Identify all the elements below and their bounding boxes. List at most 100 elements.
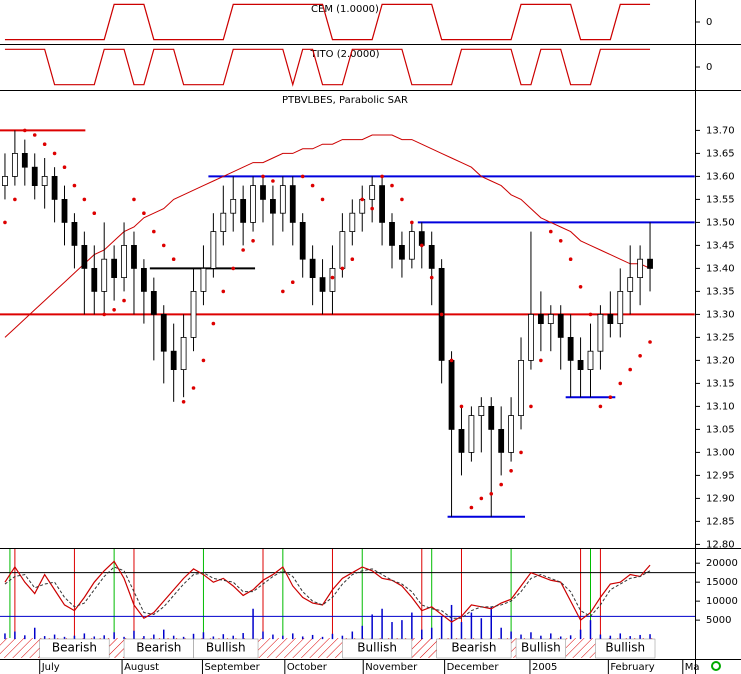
volume-bar: [113, 632, 115, 640]
sar-dot: [588, 312, 593, 317]
candle-body: [11, 152, 18, 177]
sar-dot: [112, 308, 116, 312]
x-tick-label: October: [287, 662, 328, 673]
x-tick-label: Ma: [685, 662, 700, 673]
sar-dot: [370, 206, 374, 211]
y-tick-label: 13.15: [706, 378, 735, 389]
sar-dot: [429, 275, 434, 280]
candle-body: [478, 405, 485, 416]
volume-bar: [212, 636, 215, 640]
y-tick-label: 13.20: [706, 355, 735, 366]
candle-body: [369, 185, 376, 200]
sar-dot: [410, 220, 414, 225]
sar-dot: [499, 482, 503, 487]
candle-body: [637, 258, 644, 279]
x-tick-label: 2005: [532, 662, 557, 673]
candle-body: [2, 175, 8, 186]
volume-bar: [163, 629, 165, 640]
plot-area: CEM (1.0000) TITO (2.0000) PTBVLBES, Parab…: [0, 3, 695, 659]
sar-dot: [310, 183, 315, 188]
volume-bar: [619, 633, 622, 640]
sar-dot: [539, 358, 543, 363]
candle-body: [458, 428, 465, 453]
regime-box: [342, 638, 413, 659]
sar-dot: [271, 179, 275, 183]
candle-body: [170, 350, 177, 371]
candle-body: [289, 185, 296, 223]
x-tick-label: July: [41, 662, 60, 673]
y-tick-label: 5000: [706, 615, 731, 626]
sar-dot: [598, 404, 603, 409]
sar-dot: [300, 174, 305, 179]
candle-body: [617, 290, 624, 324]
volume-bar: [133, 630, 135, 640]
candle-body: [418, 231, 425, 246]
sar-dot: [13, 197, 17, 202]
volume-bar: [569, 635, 572, 640]
sar-dot: [32, 133, 37, 137]
candle-body: [230, 198, 237, 214]
volume-bar: [172, 635, 175, 640]
moving-average: [4, 134, 651, 338]
y-tick-label: 13.30: [706, 309, 735, 320]
volume-bar: [550, 633, 552, 640]
sar-dot: [360, 197, 365, 202]
sar-dot: [161, 243, 166, 248]
regime-label: Bullish: [206, 641, 246, 655]
chart-title: PTBVLBES, Parabolic SAR: [282, 95, 408, 106]
sar-dot: [638, 354, 642, 358]
candle-body: [71, 221, 78, 246]
candle-body: [240, 198, 247, 223]
candle-body: [250, 185, 256, 223]
volume-bar: [192, 633, 195, 640]
y-tick-label: 12.85: [706, 516, 735, 527]
volume-bar: [202, 632, 205, 640]
x-tick-label: September: [204, 662, 260, 673]
volume-bar: [222, 634, 225, 640]
sar-dot: [231, 266, 236, 271]
volume-bar: [24, 635, 26, 640]
candle-body: [81, 244, 88, 269]
indicator-line: [4, 3, 651, 41]
candle-body: [319, 277, 326, 292]
y-tick-label: 10000: [706, 596, 738, 607]
candle-body: [567, 336, 574, 361]
volume-bar: [63, 636, 66, 640]
sar-dot: [3, 220, 7, 225]
axes: 0 0 12.80 12.85 12.90 12.95 13.00 13.05 13.10 13.…: [39, 17, 738, 674]
volume-bar: [351, 631, 354, 640]
sar-dot: [419, 243, 424, 248]
volume-bar: [490, 606, 492, 640]
y-tick-label: 13.25: [706, 332, 735, 343]
y-tick-label: 15000: [706, 577, 738, 588]
volume-bar: [262, 631, 264, 640]
sar-dot: [281, 289, 285, 294]
candle-body: [91, 267, 98, 292]
candle-body: [359, 198, 366, 214]
x-tick-label: February: [610, 662, 654, 673]
sar-dot: [132, 197, 136, 202]
oscillator-line: [4, 560, 651, 623]
candle-body: [270, 198, 276, 214]
sar-dot: [608, 395, 613, 400]
candle-body: [141, 267, 147, 292]
candle-body: [547, 313, 554, 324]
candle-body: [150, 290, 157, 315]
y-tick-label: 13.05: [706, 424, 735, 435]
volume-bar: [182, 636, 185, 640]
volume-bar: [321, 636, 324, 640]
volume-bar: [470, 612, 473, 640]
candle-body: [518, 359, 524, 416]
candle-body: [408, 231, 415, 260]
x-tick-label: August: [124, 662, 159, 673]
sar-dot: [380, 174, 384, 179]
candle-body: [190, 290, 197, 338]
volume-bar: [559, 636, 562, 640]
sar-dot: [42, 142, 47, 146]
sar-dot: [152, 229, 156, 234]
status-icon: [711, 661, 721, 671]
candle-body: [448, 359, 455, 430]
y-tick-label: 12.95: [706, 470, 735, 481]
sar-dot: [221, 289, 226, 294]
